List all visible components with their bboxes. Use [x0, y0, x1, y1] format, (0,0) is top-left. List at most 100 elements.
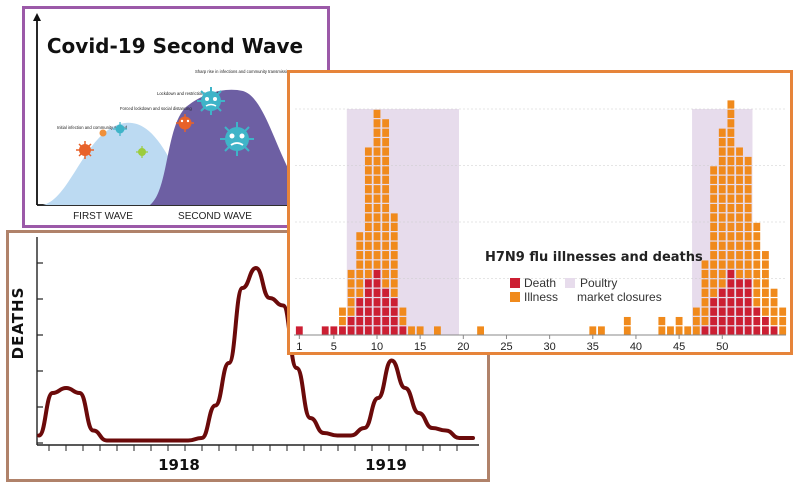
- death-case-block: [736, 307, 743, 316]
- illness-case-block: [710, 251, 718, 260]
- illness-case-block: [718, 138, 726, 147]
- death-case-block: [356, 316, 364, 326]
- illness-case-block: [373, 194, 381, 203]
- illness-case-block: [675, 316, 683, 326]
- death-swatch: [510, 278, 520, 288]
- illness-case-block: [373, 251, 381, 260]
- h7n9-bars: [295, 100, 787, 335]
- illness-case-block: [356, 241, 364, 250]
- illness-case-block: [727, 222, 735, 232]
- illness-case-block: [744, 213, 752, 222]
- illness-case-block: [718, 222, 726, 232]
- illness-case-block: [779, 316, 787, 326]
- illness-case-block: [718, 260, 726, 269]
- illness-case-block: [684, 326, 692, 335]
- illness-case-block: [382, 156, 390, 166]
- year-1918-label: 1918: [158, 456, 200, 474]
- death-case-block: [744, 316, 752, 326]
- death-case-block: [727, 288, 735, 297]
- illness-case-block: [382, 241, 390, 250]
- illness-case-block: [390, 232, 398, 241]
- deaths-y-ticks: [37, 262, 43, 444]
- h7n9-x-tick-label: 40: [630, 341, 642, 352]
- death-case-block: [364, 298, 372, 307]
- death-case-block: [718, 298, 726, 307]
- illness-case-block: [364, 166, 372, 175]
- death-case-block: [373, 307, 381, 316]
- death-case-block: [373, 326, 381, 335]
- death-case-block: [718, 316, 726, 326]
- illness-case-block: [727, 156, 735, 166]
- illness-case-block: [736, 232, 743, 241]
- death-case-block: [390, 316, 398, 326]
- illness-case-block: [710, 279, 718, 288]
- illness-case-block: [373, 166, 381, 175]
- death-case-block: [701, 326, 709, 335]
- illness-case-block: [692, 307, 700, 316]
- death-case-block: [736, 316, 743, 326]
- illness-case-block: [710, 213, 718, 222]
- virus-icon: [113, 122, 127, 136]
- illness-case-block: [364, 251, 372, 260]
- illness-case-block: [770, 298, 778, 307]
- death-case-block: [718, 288, 726, 297]
- illness-case-block: [399, 307, 407, 316]
- illness-case-block: [710, 232, 718, 241]
- illness-case-block: [753, 251, 761, 260]
- death-case-block: [399, 326, 407, 335]
- illness-case-block: [718, 251, 726, 260]
- illness-case-block: [753, 298, 761, 307]
- illness-case-block: [753, 279, 761, 288]
- death-case-block: [710, 298, 718, 307]
- illness-case-block: [373, 213, 381, 222]
- illness-case-block: [373, 147, 381, 156]
- illness-case-block: [710, 260, 718, 269]
- illness-case-block: [727, 138, 735, 147]
- illness-case-block: [753, 232, 761, 241]
- illness-case-block: [770, 316, 778, 326]
- illness-case-block: [598, 326, 605, 335]
- illness-case-block: [701, 316, 709, 326]
- h7n9-title: H7N9 flu illnesses and deaths: [485, 250, 703, 265]
- death-case-block: [382, 298, 390, 307]
- illness-case-block: [658, 316, 666, 326]
- death-case-block: [727, 316, 735, 326]
- covid-chart-title: Covid-19 Second Wave: [47, 34, 303, 58]
- illness-case-block: [390, 213, 398, 222]
- illness-case-block: [727, 147, 735, 156]
- death-case-block: [727, 279, 735, 288]
- h7n9-x-tick-label: 1: [296, 341, 302, 352]
- illness-case-block: [727, 100, 735, 109]
- illness-case-block: [736, 251, 743, 260]
- covid-wave-chart: Covid-19 Second Wave FIRST WAVE SECOND W…: [33, 13, 323, 222]
- covid-y-arrow: [33, 13, 41, 21]
- h7n9-x-tick-label: 35: [587, 341, 599, 352]
- illness-case-block: [727, 232, 735, 241]
- first-wave-area: [43, 122, 190, 205]
- illness-case-block: [382, 185, 390, 194]
- h7n9-panel: 1 5 10 15 20 25 30 35 40 45 50 H7N9 flu illnesses …: [287, 70, 793, 355]
- death-case-block: [736, 288, 743, 297]
- death-case-block: [382, 326, 390, 335]
- death-case-block: [390, 307, 398, 316]
- death-case-block: [382, 288, 390, 297]
- death-case-block: [736, 279, 743, 288]
- death-case-block: [753, 316, 761, 326]
- illness-case-block: [390, 260, 398, 269]
- illness-case-block: [727, 109, 735, 119]
- closure-legend-label: Poultry market closures: [577, 276, 662, 304]
- death-case-block: [718, 326, 726, 335]
- death-case-block: [295, 326, 303, 335]
- illness-case-block: [382, 138, 390, 147]
- h7n9-bar-chart: 1 5 10 15 20 25 30 35 40 45 50 H7N9 flu illnesses …: [294, 100, 787, 352]
- illness-case-block: [736, 269, 743, 279]
- death-case-block: [382, 307, 390, 316]
- illness-case-block: [356, 279, 364, 288]
- illness-case-block: [753, 288, 761, 297]
- illness-case-block: [701, 269, 709, 279]
- illness-case-block: [736, 260, 743, 269]
- illness-case-block: [718, 166, 726, 175]
- illness-case-block: [364, 203, 372, 213]
- illness-case-block: [727, 251, 735, 260]
- closure-swatch: [565, 278, 575, 288]
